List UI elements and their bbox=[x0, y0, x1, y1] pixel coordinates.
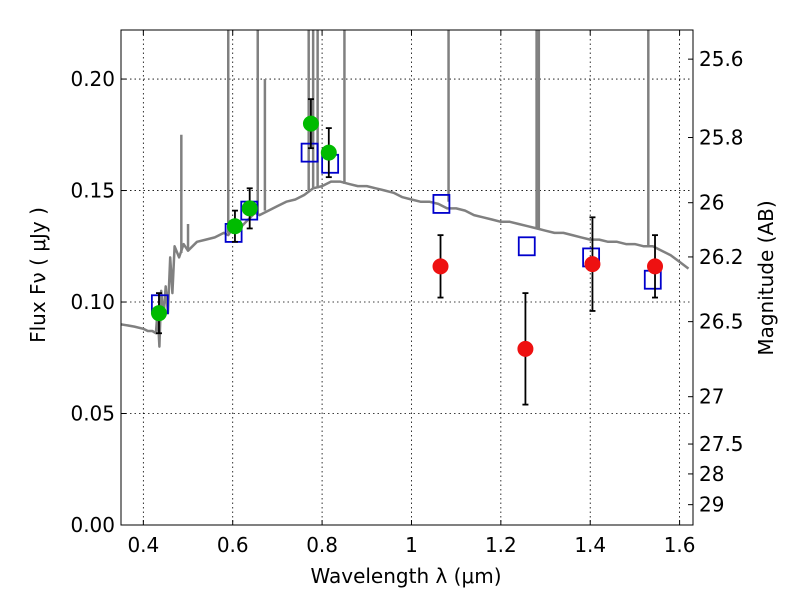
y-tick-label: 0.10 bbox=[70, 290, 115, 314]
nir-photometry-point bbox=[432, 258, 449, 275]
y-axis-label-right: Magnitude (AB) bbox=[754, 200, 778, 355]
y-tick-label: 0.05 bbox=[70, 402, 115, 426]
x-tick-label: 1.6 bbox=[664, 533, 696, 557]
right-axis-tick-label: 27 bbox=[699, 385, 724, 409]
y-tick-label: 0.20 bbox=[70, 67, 115, 91]
optical-photometry-point bbox=[150, 305, 167, 322]
x-axis-label: Wavelength λ (μm) bbox=[310, 564, 501, 588]
optical-photometry-point bbox=[241, 200, 258, 217]
right-axis-tick-label: 25.8 bbox=[699, 126, 744, 150]
optical-photometry-point bbox=[226, 218, 243, 235]
model-spectrum-line bbox=[121, 180, 690, 348]
right-axis-tick-label: 29 bbox=[699, 493, 724, 517]
x-tick-label: 0.8 bbox=[306, 533, 338, 557]
y-axis-label-left: Flux Fν ( μJy ) bbox=[26, 207, 50, 343]
right-axis-tick-label: 26 bbox=[699, 191, 724, 215]
nir-photometry-point bbox=[647, 258, 664, 275]
grid bbox=[121, 30, 693, 526]
optical-photometry-point bbox=[302, 115, 319, 132]
right-axis-tick-label: 26.5 bbox=[699, 310, 744, 334]
x-tick-label: 1.2 bbox=[485, 533, 517, 557]
right-axis-tick-label: 25.6 bbox=[699, 47, 744, 71]
ticks: 0.4 0.6 0.8 1 1.2 1.4 1.6 0.00 0.05 0.10 0.15 0.20 2… bbox=[70, 30, 744, 557]
synthetic-photometry-marker bbox=[300, 142, 319, 163]
right-axis-tick-label: 28 bbox=[699, 462, 724, 486]
x-tick-label: 0.4 bbox=[127, 533, 159, 557]
right-axis-tick-label: 27.5 bbox=[699, 432, 744, 456]
y-tick-label: 0.00 bbox=[70, 513, 115, 537]
x-tick-label: 1.4 bbox=[574, 533, 606, 557]
x-tick-label: 1 bbox=[405, 533, 418, 557]
axes-frame bbox=[120, 29, 694, 526]
synthetic-photometry-marker bbox=[432, 194, 451, 214]
synthetic-photometry-marker bbox=[517, 236, 536, 257]
right-axis-tick-label: 26.2 bbox=[699, 245, 744, 269]
y-tick-label: 0.15 bbox=[70, 179, 115, 203]
optical-photometry-point bbox=[320, 144, 337, 161]
nir-photometry-point bbox=[517, 340, 534, 357]
x-tick-label: 0.6 bbox=[217, 533, 249, 557]
nir-photometry-point bbox=[584, 256, 601, 273]
plot-area bbox=[121, 30, 690, 406]
